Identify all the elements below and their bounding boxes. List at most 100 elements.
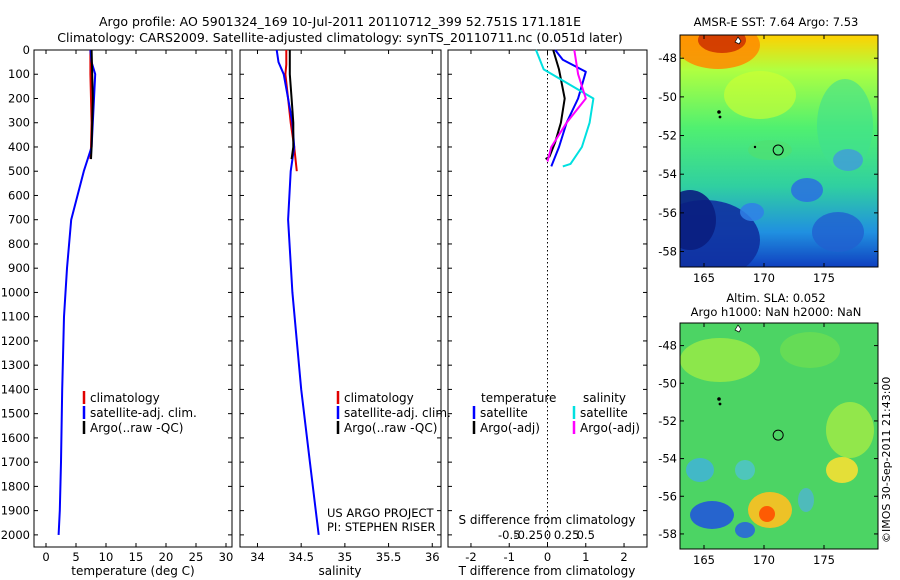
difference-panel: -2 -1 0 1 2 -0.5-0.25 0 0.250.5 S difference f… xyxy=(447,49,648,578)
coast-island-1 xyxy=(734,36,742,45)
difference-legend: temperature salinity satellite Argo(-adj… xyxy=(472,391,640,435)
y-tick-label: 1900 xyxy=(1,504,30,518)
legend-label-satellite: satellite-adj. clim. xyxy=(90,406,197,420)
sla-map-title-line1: Altim. SLA: 0.052 xyxy=(726,291,825,305)
map-lat-label: -48 xyxy=(658,339,677,353)
y-tick-label: 200 xyxy=(8,91,30,105)
figure-title-line2: Climatology: CARS2009. Satellite-adjuste… xyxy=(57,30,622,45)
y-tick-label: 1500 xyxy=(1,407,30,421)
map-lat-label: -54 xyxy=(658,167,677,181)
diff-legend-label-t-satellite: satellite xyxy=(480,406,528,420)
y-tick-label: 1400 xyxy=(1,382,30,396)
map-lat-label: -54 xyxy=(658,452,677,466)
y-tick-label: 500 xyxy=(8,164,30,178)
s-diff-xlabel: S difference from climatology xyxy=(459,513,636,527)
pi-annotation: PI: STEPHEN RISER xyxy=(327,520,436,534)
map-lat-label: -56 xyxy=(658,489,677,503)
salinity-xlabel: salinity xyxy=(318,564,361,578)
salinity-axes-box xyxy=(239,49,442,548)
x2-tick-label: -0.25 xyxy=(513,528,543,542)
x-tick-label: 2 xyxy=(620,550,627,564)
x-tick-label: 34 xyxy=(250,550,265,564)
x-tick-label: 35.5 xyxy=(376,550,402,564)
diff-legend-label-s-satellite: satellite xyxy=(580,406,628,420)
sst-map-panel: AMSR-E SST: 7.64 Argo: 7.53 -48 -50 -52 -54… xyxy=(658,15,879,285)
x-tick-label: 15 xyxy=(129,550,144,564)
salinity-legend: climatology satellite-adj. clim. Argo(..… xyxy=(336,391,451,435)
x-tick-label: 36 xyxy=(425,550,440,564)
y-tick-label: 300 xyxy=(8,116,30,130)
diff-legend-label-s-argo: Argo(-adj) xyxy=(580,421,640,435)
y-tick-label: 1200 xyxy=(1,334,30,348)
y-tick-label: 1700 xyxy=(1,455,30,469)
y-tick-label: 1000 xyxy=(1,285,30,299)
sst-map-title: AMSR-E SST: 7.64 Argo: 7.53 xyxy=(694,15,859,29)
series-line-satellite-adj-clim xyxy=(57,49,97,535)
x-tick-label: 25 xyxy=(189,550,204,564)
map-lat-label: -52 xyxy=(658,129,677,143)
map-lon-label: 170 xyxy=(753,271,775,285)
sla-map-title-line2: Argo h1000: NaN h2000: NaN xyxy=(691,305,862,319)
legend-label-climatology: climatology xyxy=(90,391,160,405)
series-line-argo-raw-qc xyxy=(288,50,295,160)
series-line-satellite-adj-clim xyxy=(275,49,320,536)
x2-tick-label: 0.5 xyxy=(577,528,595,542)
x-tick-label: 35 xyxy=(338,550,353,564)
map-lat-label: -58 xyxy=(658,527,677,541)
y-tick-label: 800 xyxy=(8,237,30,251)
map-lon-label: 165 xyxy=(693,271,715,285)
diff-line-salinity-satellite xyxy=(535,49,595,168)
sal-legend-label-climatology: climatology xyxy=(344,391,414,405)
y-tick-label: 1300 xyxy=(1,358,30,372)
x-tick-label: 0 xyxy=(42,550,49,564)
map-lat-label: -52 xyxy=(658,414,677,428)
x2-tick-label: 0.25 xyxy=(554,528,580,542)
legend-title-salinity: salinity xyxy=(583,391,626,405)
coast-island-2 xyxy=(717,110,721,114)
y-tick-label: 0 xyxy=(23,43,30,57)
y-tick-label: 2000 xyxy=(1,528,30,542)
map-lon-label: 175 xyxy=(813,553,835,567)
x2-tick-label: -0.5 xyxy=(498,528,520,542)
salinity-panel: 34 34.5 35 35.5 36 salinity climatology sate… xyxy=(239,49,451,578)
x-tick-label: 10 xyxy=(99,550,114,564)
sla-coast-island-3 xyxy=(718,402,722,406)
sla-field xyxy=(680,323,878,549)
y-tick-label: 700 xyxy=(8,213,30,227)
t-diff-xlabel: T difference from climatology xyxy=(458,564,636,578)
y-tick-label: 600 xyxy=(8,188,30,202)
map-lat-label: -50 xyxy=(658,90,677,104)
x-tick-label: -1 xyxy=(503,550,514,564)
sal-legend-label-argo: Argo(..raw -QC) xyxy=(344,421,437,435)
y-tick-label: 1100 xyxy=(1,310,30,324)
temperature-xlabel: temperature (deg C) xyxy=(71,564,194,578)
y-tick-label: 100 xyxy=(8,67,30,81)
legend-title-temperature: temperature xyxy=(481,391,556,405)
argo-position-marker xyxy=(772,144,784,156)
x-tick-label: 20 xyxy=(159,550,174,564)
project-annotation: US ARGO PROJECT xyxy=(327,506,435,520)
sal-legend-label-satellite: satellite-adj. clim. xyxy=(344,406,451,420)
y-tick-label: 1800 xyxy=(1,479,30,493)
argo-position-marker-sla xyxy=(772,429,784,441)
diff-legend-label-t-argo: Argo(-adj) xyxy=(480,421,540,435)
map-lon-label: 165 xyxy=(693,553,715,567)
sla-coast-island-1 xyxy=(734,324,742,333)
imos-side-text: ©IMOS 30-Sep-2011 21:43:00 xyxy=(880,377,893,543)
x2-tick-label: 0 xyxy=(544,528,551,542)
series-line-argo-raw-qc xyxy=(90,49,94,160)
map-lon-label: 170 xyxy=(753,553,775,567)
x-tick-label: -2 xyxy=(465,550,476,564)
x-tick-label: 0 xyxy=(544,550,551,564)
sla-coast-island-2 xyxy=(717,397,721,401)
map-lon-label: 175 xyxy=(813,271,835,285)
map-lat-label: -56 xyxy=(658,206,677,220)
y-tick-label: 900 xyxy=(8,261,30,275)
temperature-axes-box xyxy=(33,49,233,548)
coast-island-4 xyxy=(753,145,757,149)
x-tick-label: 34.5 xyxy=(288,550,314,564)
x-tick-label: 30 xyxy=(219,550,234,564)
diff-line-salinity-argo-adj xyxy=(546,49,587,162)
temperature-panel: 0100200300400500600700800900100011001200… xyxy=(1,43,234,578)
